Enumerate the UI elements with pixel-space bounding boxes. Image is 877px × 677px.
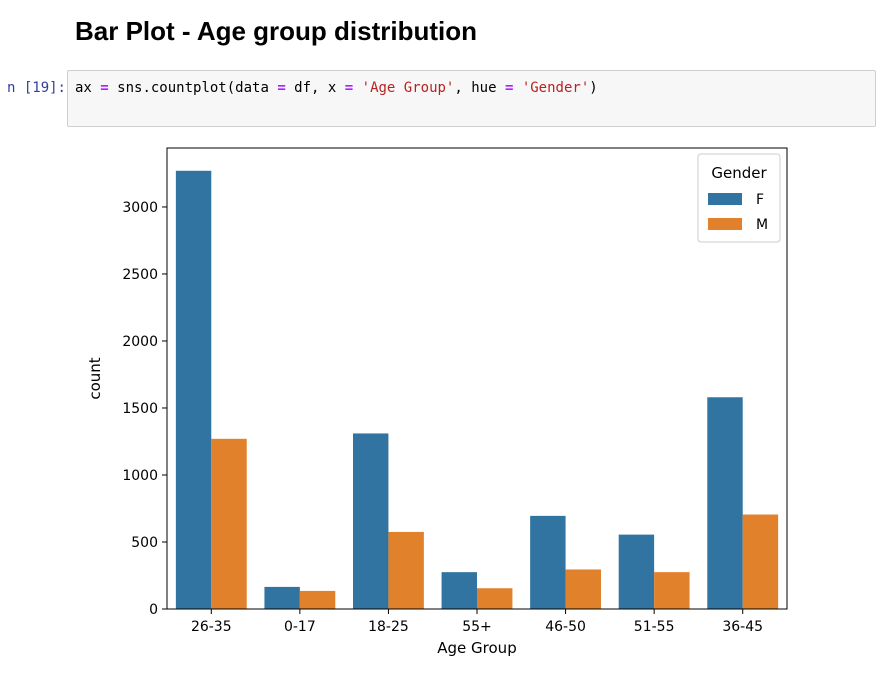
x-tick-label: 55+	[462, 619, 492, 635]
code-token	[353, 80, 361, 96]
y-tick-label: 0	[149, 602, 158, 618]
legend-title: Gender	[711, 164, 767, 182]
markdown-heading: Bar Plot - Age group distribution	[75, 16, 478, 46]
x-tick-label: 36-45	[722, 619, 763, 635]
bar-F-26-35	[175, 170, 212, 609]
bar-M-51-55	[654, 572, 690, 609]
x-tick-label: 26-35	[191, 619, 232, 635]
legend-label-M: M	[756, 217, 768, 233]
code-token: )	[589, 80, 598, 96]
code-token: ax	[75, 80, 101, 96]
plot-frame	[166, 147, 788, 610]
x-tick-label: 0-17	[284, 619, 316, 635]
bar-M-18-25	[388, 531, 424, 609]
input-prompt: n [19]:	[6, 80, 66, 96]
code-token: 'Gender'	[521, 80, 590, 96]
y-tick-label: 2000	[122, 334, 158, 350]
legend-swatch-M	[708, 218, 742, 230]
code-token: 'Age Group'	[361, 80, 455, 96]
bar-F-36-45	[707, 397, 743, 609]
y-tick-label: 1000	[122, 468, 158, 484]
code-token: =	[504, 80, 514, 96]
countplot-chart: 0 500 1000 1500 2000 2500 3000 26-35 0-17 18-25 55…	[86, 147, 788, 657]
bar-M-46-50	[565, 569, 601, 609]
code-token: , hue	[454, 80, 505, 96]
x-tick-label: 51-55	[634, 619, 675, 635]
x-axis-label: Age Group	[437, 639, 516, 657]
code-token	[513, 80, 521, 96]
bar-F-55+	[441, 572, 477, 609]
bar-F-46-50	[530, 515, 566, 609]
bar-M-55+	[477, 588, 513, 609]
code-token: df, x	[285, 80, 345, 96]
bar-F-0-17	[264, 586, 300, 609]
bar-F-51-55	[618, 534, 655, 609]
y-tick-label: 1500	[122, 401, 158, 417]
y-axis-label: count	[86, 357, 104, 399]
x-tick-label: 18-25	[368, 619, 409, 635]
code-cell[interactable]: ax = sns.countplot(data = df, x = 'Age G…	[67, 70, 876, 127]
y-tick-label: 3000	[122, 200, 158, 216]
legend-swatch-F	[708, 193, 742, 205]
bar-M-26-35	[211, 438, 247, 609]
bar-F-18-25	[353, 433, 389, 609]
code-token: =	[344, 80, 354, 96]
code-line[interactable]: ax = sns.countplot(data = df, x = 'Age G…	[75, 80, 598, 96]
code-token: sns.countplot(data	[108, 80, 278, 96]
code-token: =	[100, 80, 109, 96]
legend-label-F: F	[756, 192, 764, 208]
bar-M-0-17	[299, 590, 336, 609]
cell-output: 0 500 1000 1500 2000 2500 3000 26-35 0-17 18-25 55…	[0, 130, 877, 677]
x-tick-label: 46-50	[545, 619, 586, 635]
y-tick-label: 2500	[122, 267, 158, 283]
code-token: =	[277, 80, 286, 96]
y-tick-label: 500	[131, 535, 158, 551]
bar-M-36-45	[742, 514, 779, 609]
